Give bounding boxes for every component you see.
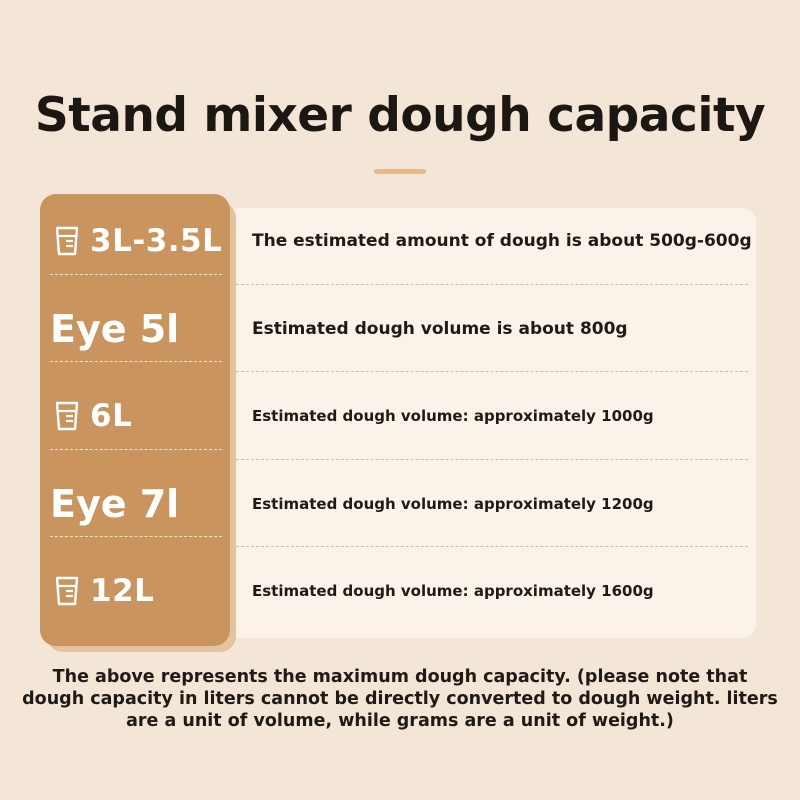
capacity-label: Eye 5l — [50, 307, 180, 351]
title-underline — [374, 169, 426, 174]
note-line: dough capacity in liters cannot be direc… — [22, 689, 778, 709]
row-divider — [236, 546, 748, 547]
capacity-label: Eye 7l — [50, 482, 180, 526]
capacity-row: Eye 7l Estimated dough volume: approxima… — [40, 460, 756, 548]
dough-estimate: Estimated dough volume: approximately 12… — [252, 495, 654, 513]
description-panel — [222, 208, 756, 638]
dough-estimate: Estimated dough volume: approximately 16… — [252, 582, 654, 600]
row-divider — [236, 371, 748, 372]
row-divider — [50, 536, 222, 537]
row-divider — [50, 274, 222, 275]
row-divider — [236, 284, 748, 285]
capacity-row: 3L-3.5L The estimated amount of dough is… — [40, 197, 756, 285]
dough-estimate: Estimated dough volume is about 800g — [252, 319, 628, 339]
capacity-label: 12L — [90, 573, 155, 609]
capacity-label: 3L-3.5L — [90, 223, 223, 259]
capacity-cell: 6L — [40, 372, 230, 460]
page-title: Stand mixer dough capacity — [34, 88, 766, 143]
capacity-cell: 3L-3.5L — [40, 197, 230, 285]
row-divider — [50, 449, 222, 450]
capacity-row: Eye 5l Estimated dough volume is about 8… — [40, 285, 756, 373]
capacity-cell: Eye 7l — [40, 460, 230, 548]
capacity-cell: 12L — [40, 547, 230, 635]
capacity-label: 6L — [90, 398, 133, 434]
row-divider — [50, 361, 222, 362]
dough-estimate: The estimated amount of dough is about 5… — [252, 231, 752, 251]
capacity-note: The above represents the maximum dough c… — [20, 666, 780, 732]
note-line: The above represents the maximum dough c… — [52, 667, 748, 687]
dough-estimate: Estimated dough volume: approximately 10… — [252, 407, 654, 425]
row-divider — [236, 459, 748, 460]
measuring-cup-icon — [55, 401, 79, 431]
note-line: are a unit of volume, while grams are a … — [126, 711, 674, 731]
capacity-cell: Eye 5l — [40, 285, 230, 373]
capacity-row: 6L Estimated dough volume: approximately… — [40, 372, 756, 460]
capacity-row: 12L Estimated dough volume: approximatel… — [40, 547, 756, 635]
measuring-cup-icon — [55, 226, 79, 256]
measuring-cup-icon — [55, 576, 79, 606]
